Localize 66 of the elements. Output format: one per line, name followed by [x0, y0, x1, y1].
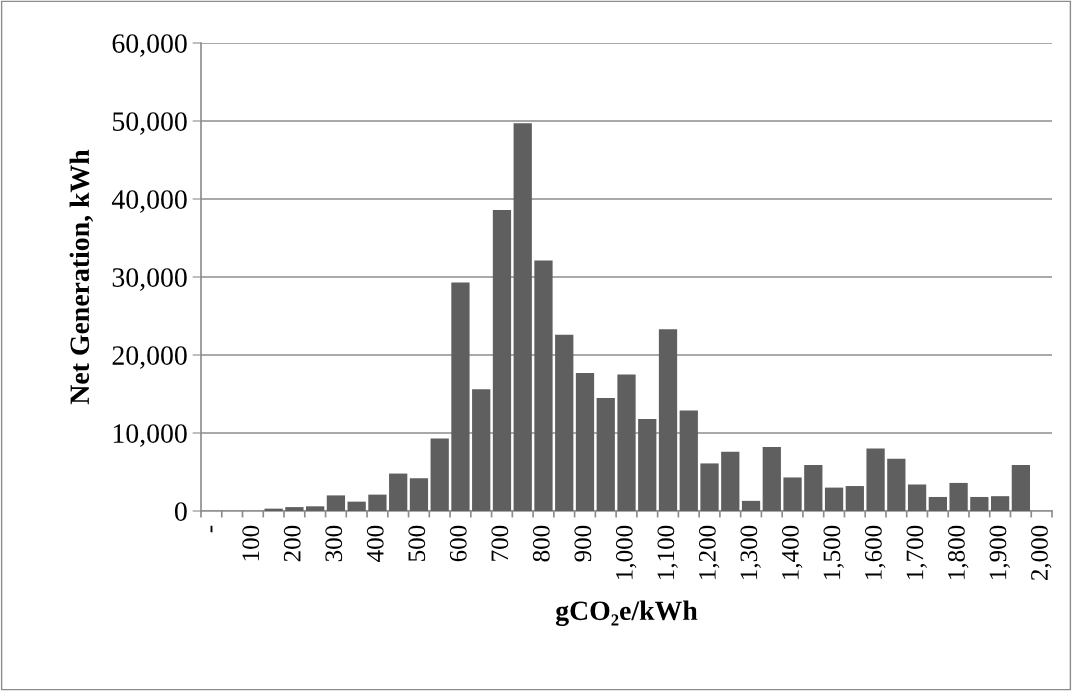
- x-tick-label: 200: [283, 525, 301, 562]
- bar: [949, 482, 968, 511]
- x-tick-label: 1,900: [989, 525, 1010, 579]
- x-tick-label: 1,800: [947, 525, 969, 579]
- y-tick-label: 40,000: [111, 190, 187, 213]
- bar: [679, 410, 698, 511]
- bar: [928, 496, 947, 511]
- x-tick-label: 1,100: [657, 525, 678, 579]
- x-tick-label: 1,700: [906, 525, 927, 579]
- x-tick-label: -: [210, 525, 213, 533]
- bar: [596, 397, 615, 511]
- x-tick-label: 100: [242, 525, 260, 561]
- x-tick-label: 400: [366, 525, 384, 562]
- bar: [472, 389, 491, 511]
- x-tick-label: 1,600: [864, 525, 886, 579]
- x-tick-label: 300: [325, 525, 343, 562]
- bar: [326, 495, 346, 511]
- bar: [368, 494, 387, 511]
- x-tick-label: 700: [491, 525, 509, 561]
- x-tick-label: 800: [532, 525, 550, 562]
- y-axis-title: Net Generation, kWh: [69, 149, 94, 405]
- y-tick-label: 50,000: [113, 112, 187, 135]
- bar: [1011, 464, 1030, 511]
- bar: [555, 334, 574, 511]
- bar: [347, 501, 366, 511]
- bar: [887, 458, 906, 511]
- bar: [617, 374, 636, 511]
- bar: [638, 418, 657, 511]
- y-tick-label: 20,000: [112, 346, 187, 369]
- x-tick-label: 1,200: [698, 525, 720, 579]
- bar: [658, 329, 678, 511]
- bar: [534, 260, 553, 511]
- x-tick-label: 1,400: [781, 525, 803, 579]
- bar: [492, 209, 512, 511]
- bar: [451, 282, 470, 511]
- bar: [804, 464, 823, 511]
- bar: [513, 123, 532, 511]
- bar: [721, 451, 740, 511]
- bar: [700, 463, 719, 511]
- x-tick-label: 1,500: [823, 525, 844, 579]
- bar: [409, 478, 429, 511]
- bar: [741, 500, 761, 511]
- bar: [990, 496, 1010, 511]
- bar: [907, 484, 927, 511]
- bar: [285, 507, 304, 511]
- bar: [970, 496, 989, 511]
- bar: [845, 486, 864, 511]
- bar: [824, 487, 844, 511]
- x-tick-label: 900: [574, 525, 592, 562]
- x-tick-label: 1,000: [615, 525, 637, 579]
- x-tick-label: 2,000: [1031, 525, 1052, 581]
- bar: [783, 477, 802, 511]
- y-tick-label: 30,000: [112, 268, 187, 291]
- y-tick-label: 60,000: [112, 34, 187, 57]
- bar: [762, 447, 781, 511]
- bar: [866, 448, 885, 511]
- bar: [430, 438, 449, 511]
- y-tick-label: 0: [174, 502, 187, 521]
- y-tick-label: 10,000: [113, 424, 187, 447]
- x-tick-label: 500: [408, 525, 426, 561]
- x-tick-label: 1,300: [740, 525, 761, 579]
- bar: [389, 473, 408, 511]
- bar: [575, 372, 595, 511]
- x-axis-title: gCO₂e/kWh: [555, 600, 698, 626]
- x-tick-label: 600: [449, 525, 467, 562]
- bar: [306, 506, 325, 511]
